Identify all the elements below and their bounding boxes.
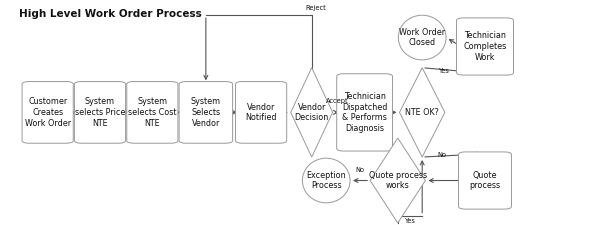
Text: Quote process
works: Quote process works <box>368 171 427 190</box>
FancyBboxPatch shape <box>459 152 512 209</box>
Text: Exception
Process: Exception Process <box>306 171 346 190</box>
Text: System
selects Cost
NTE: System selects Cost NTE <box>128 97 176 128</box>
Text: Accept: Accept <box>326 98 349 104</box>
Polygon shape <box>400 68 445 157</box>
Text: High Level Work Order Process: High Level Work Order Process <box>19 9 201 18</box>
Text: Vendor
Decision: Vendor Decision <box>294 103 329 122</box>
Text: Yes: Yes <box>438 68 449 74</box>
Text: No: No <box>356 167 365 173</box>
Ellipse shape <box>302 158 350 203</box>
Text: Quote
process: Quote process <box>470 171 500 190</box>
Text: Yes: Yes <box>405 218 415 223</box>
FancyBboxPatch shape <box>337 74 393 151</box>
Text: Customer
Creates
Work Order: Customer Creates Work Order <box>25 97 70 128</box>
FancyBboxPatch shape <box>75 81 126 143</box>
Polygon shape <box>370 138 426 223</box>
Text: Work Order
Closed: Work Order Closed <box>399 28 445 47</box>
Text: System
selects Price
NTE: System selects Price NTE <box>75 97 125 128</box>
FancyBboxPatch shape <box>127 81 178 143</box>
Text: Vendor
Notified: Vendor Notified <box>246 103 277 122</box>
FancyBboxPatch shape <box>22 81 73 143</box>
Text: System
Selects
Vendor: System Selects Vendor <box>191 97 221 128</box>
FancyBboxPatch shape <box>456 18 514 75</box>
Text: Reject: Reject <box>306 5 326 11</box>
Text: NTE OK?: NTE OK? <box>405 108 439 117</box>
Text: No: No <box>437 152 446 158</box>
FancyBboxPatch shape <box>235 81 287 143</box>
Text: Technician
Completes
Work: Technician Completes Work <box>464 31 507 62</box>
Text: Technician
Dispatched
& Performs
Diagnosis: Technician Dispatched & Performs Diagnos… <box>342 92 387 133</box>
Polygon shape <box>291 68 333 157</box>
Ellipse shape <box>399 15 446 60</box>
FancyBboxPatch shape <box>179 81 232 143</box>
